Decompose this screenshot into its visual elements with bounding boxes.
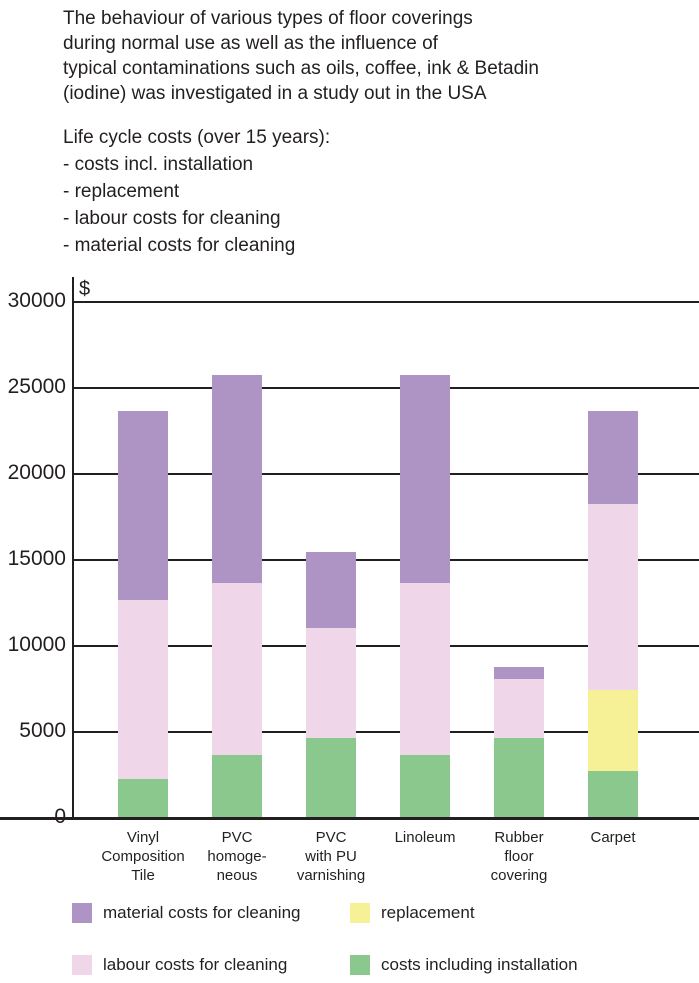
legend-label: costs including installation <box>381 955 578 974</box>
intro-line: (iodine) was investigated in a study out… <box>63 83 487 104</box>
legend-swatch-material-costs <box>72 903 92 923</box>
category-label: Linoleum <box>394 829 456 846</box>
intro-line: during normal use as well as the influen… <box>63 33 438 54</box>
legend-swatch-installation-costs <box>350 955 370 975</box>
legend-swatch-replacement <box>350 903 370 923</box>
life-cycle-costs-list: Life cycle costs (over 15 years): - cost… <box>63 124 330 259</box>
bar-segment <box>588 503 638 690</box>
y-axis-line <box>72 277 74 820</box>
y-tick-label: 0 <box>54 805 66 828</box>
category-label: PVC with PU varnishing <box>296 829 366 884</box>
bar-segment <box>400 755 450 817</box>
intro-line: typical contaminations such as oils, cof… <box>63 58 539 79</box>
bar-segment <box>400 374 450 584</box>
legend-label: labour costs for cleaning <box>103 955 288 974</box>
gridline <box>73 301 699 303</box>
intro-line: The behaviour of various types of floor … <box>63 8 473 29</box>
bar-segment <box>306 552 356 628</box>
y-tick-label: 25000 <box>7 375 66 398</box>
list-item: - labour costs for cleaning <box>63 208 281 229</box>
bar-segment <box>212 374 262 584</box>
x-axis-line <box>0 817 699 820</box>
y-tick-label: 10000 <box>7 633 66 656</box>
gridline <box>73 731 699 733</box>
bar-segment <box>588 411 638 504</box>
category-label: PVC homoge-neous <box>207 829 267 884</box>
intro-paragraph: The behaviour of various types of floor … <box>63 6 539 106</box>
currency-axis-label: $ <box>79 278 91 300</box>
legend-item-labour-costs: labour costs for cleaning <box>72 955 287 975</box>
category-label: Carpet <box>590 829 636 846</box>
bar-segment <box>306 627 356 738</box>
legend-item-installation-costs: costs including installation <box>350 955 578 975</box>
bar-segment <box>588 770 638 817</box>
bar-segment <box>118 600 168 780</box>
category-label: Rubber floor covering <box>490 829 548 884</box>
list-item: - costs incl. installation <box>63 154 254 175</box>
gridline <box>73 473 699 475</box>
legend-swatch-labour-costs <box>72 955 92 975</box>
bar-segment <box>212 583 262 756</box>
list-item: - material costs for cleaning <box>63 235 296 256</box>
gridline <box>73 645 699 647</box>
bar-segment <box>494 679 544 738</box>
bar-segment <box>212 755 262 817</box>
y-tick-label: 20000 <box>7 461 66 484</box>
gridline <box>73 559 699 561</box>
category-label: Vinyl Composition Tile <box>101 829 185 884</box>
gridline <box>73 387 699 389</box>
bar-segment <box>306 737 356 817</box>
list-item: - replacement <box>63 181 180 202</box>
bar-segment <box>118 779 168 817</box>
bar-segment <box>118 411 168 601</box>
bar-segment <box>588 689 638 771</box>
bar-segment <box>400 583 450 756</box>
list-heading: Life cycle costs (over 15 years): <box>63 127 331 148</box>
y-tick-label: 5000 <box>19 719 66 742</box>
legend-item-replacement: replacement <box>350 903 475 923</box>
legend-item-material-costs: material costs for cleaning <box>72 903 300 923</box>
y-tick-label: 15000 <box>7 547 66 570</box>
legend-label: material costs for cleaning <box>103 903 301 922</box>
legend-label: replacement <box>381 903 475 922</box>
y-tick-label: 30000 <box>7 289 66 312</box>
bar-segment <box>494 667 544 680</box>
bar-segment <box>494 737 544 817</box>
